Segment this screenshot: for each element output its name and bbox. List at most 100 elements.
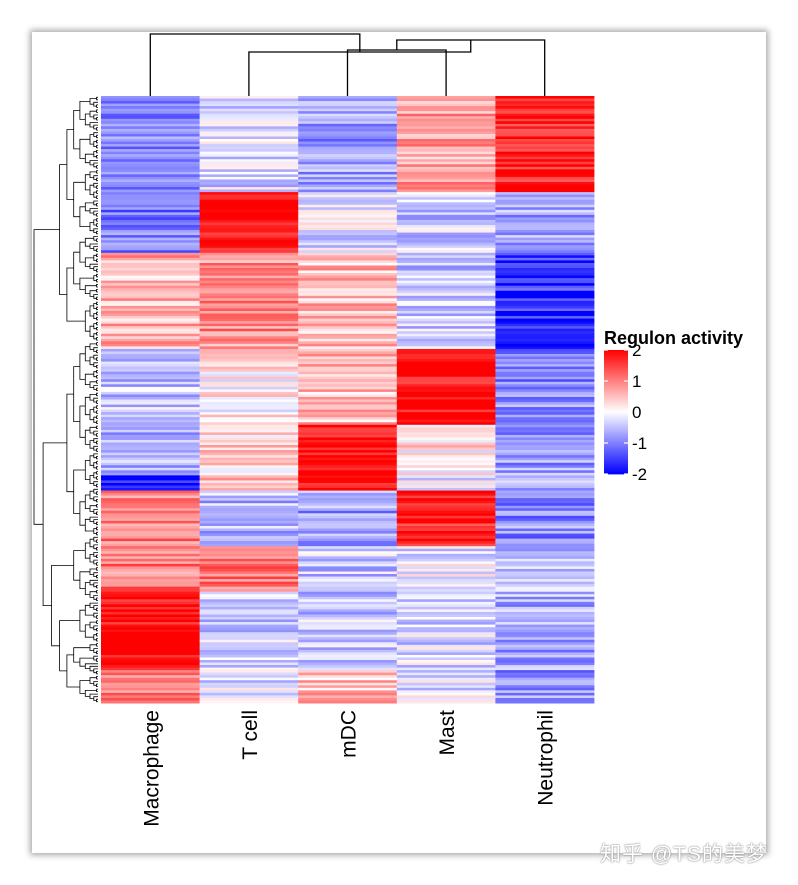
- heatmap-cell: [199, 439, 299, 443]
- heatmap-cell: [298, 295, 398, 299]
- heatmap-cell: [396, 181, 496, 186]
- heatmap-cell: [396, 265, 496, 269]
- heatmap-cell: [298, 523, 398, 527]
- heatmap-cell: [298, 298, 398, 302]
- legend-color-step: [604, 416, 628, 419]
- heatmap-cell: [199, 136, 299, 140]
- heatmap-cell: [298, 384, 398, 388]
- heatmap-cell: [298, 275, 398, 279]
- heatmap-cell: [101, 515, 200, 519]
- heatmap-cell: [298, 154, 398, 158]
- heatmap-cell: [495, 111, 595, 115]
- heatmap-cell: [101, 318, 200, 322]
- heatmap-cell: [495, 250, 595, 254]
- heatmap-cell: [298, 414, 398, 418]
- heatmap-cell: [101, 242, 200, 246]
- heatmap-cell: [396, 146, 496, 150]
- heatmap-cell: [101, 230, 200, 234]
- column-labels: Macrophage T cell mDC Mast Neutrophil: [140, 710, 557, 827]
- heatmap-cell: [495, 212, 595, 216]
- heatmap-cell: [495, 146, 595, 150]
- heatmap-cell: [495, 359, 595, 363]
- heatmap-cell: [298, 670, 398, 674]
- heatmap-cell: [396, 561, 496, 565]
- heatmap-cell: [298, 343, 398, 347]
- heatmap-cell: [298, 596, 398, 600]
- heatmap-cell: [495, 629, 595, 633]
- heatmap-cell: [101, 391, 200, 395]
- heatmap-cell: [199, 680, 299, 684]
- heatmap-cell: [396, 654, 496, 658]
- heatmap-cell: [101, 510, 200, 514]
- heatmap-cell: [396, 467, 496, 471]
- heatmap-cell: [396, 551, 496, 555]
- heatmap-cell: [396, 480, 496, 484]
- heatmap-cell: [396, 652, 496, 656]
- heatmap-cell: [199, 108, 299, 112]
- heatmap-cell: [298, 116, 398, 120]
- heatmap-cell: [495, 204, 595, 208]
- heatmap-cell: [101, 369, 200, 373]
- heatmap-cell: [199, 164, 299, 168]
- heatmap-cell: [101, 543, 200, 547]
- heatmap-cell: [101, 533, 200, 537]
- heatmap-cell: [495, 214, 595, 218]
- heatmap-cell: [101, 617, 200, 621]
- heatmap-cell: [396, 482, 496, 486]
- heatmap-cell: [495, 391, 595, 395]
- heatmap-cell: [396, 204, 496, 208]
- heatmap-cell: [101, 262, 200, 266]
- heatmap-cell: [396, 176, 496, 180]
- heatmap-cell: [396, 151, 496, 155]
- heatmap-cell: [101, 586, 200, 590]
- heatmap-cell: [495, 207, 595, 211]
- heatmap-cell: [199, 687, 299, 691]
- heatmap-cell: [298, 510, 398, 514]
- heatmap-cell: [396, 386, 496, 390]
- heatmap-cell: [396, 690, 496, 694]
- heatmap-cell: [495, 510, 595, 514]
- heatmap-cell: [101, 437, 200, 441]
- heatmap-cell: [199, 452, 299, 456]
- heatmap-cell: [199, 662, 299, 666]
- heatmap-cell: [396, 566, 496, 570]
- heatmap-cell: [199, 194, 299, 198]
- legend-color-step: [604, 430, 628, 434]
- heatmap-cell: [396, 672, 496, 676]
- heatmap-cell: [101, 169, 200, 173]
- heatmap-cell: [199, 513, 299, 517]
- heatmap-cell: [101, 498, 200, 502]
- heatmap-cell: [396, 189, 496, 193]
- heatmap-cell: [495, 328, 595, 332]
- heatmap-cell: [396, 379, 496, 383]
- heatmap-cell: [298, 139, 398, 143]
- heatmap-cell: [298, 660, 398, 664]
- heatmap-cell: [298, 214, 398, 218]
- heatmap-cell: [199, 675, 299, 679]
- heatmap-cell: [495, 495, 595, 499]
- heatmap-cell: [495, 343, 595, 347]
- heatmap-cell: [495, 520, 595, 524]
- heatmap-cell: [199, 432, 299, 436]
- heatmap-cell: [495, 490, 595, 494]
- heatmap-cell: [495, 677, 595, 681]
- heatmap-cell: [396, 131, 496, 135]
- heatmap-cell: [495, 219, 595, 223]
- heatmap-cell: [101, 321, 200, 325]
- heatmap-cell: [101, 166, 200, 170]
- heatmap-cell: [396, 217, 496, 221]
- heatmap-cell: [199, 295, 299, 299]
- heatmap-cell: [101, 348, 200, 352]
- heatmap-cell: [199, 632, 299, 636]
- heatmap-cell: [199, 298, 299, 302]
- heatmap-cell: [298, 627, 398, 631]
- heatmap-cell: [495, 457, 595, 461]
- heatmap-cell: [199, 690, 299, 694]
- heatmap-cell: [101, 290, 200, 294]
- heatmap-cell: [298, 227, 398, 231]
- heatmap-cell: [199, 594, 299, 598]
- heatmap-cell: [298, 460, 398, 464]
- heatmap-cell: [298, 359, 398, 363]
- heatmap-cell: [101, 591, 200, 595]
- heatmap-cell: [199, 240, 299, 244]
